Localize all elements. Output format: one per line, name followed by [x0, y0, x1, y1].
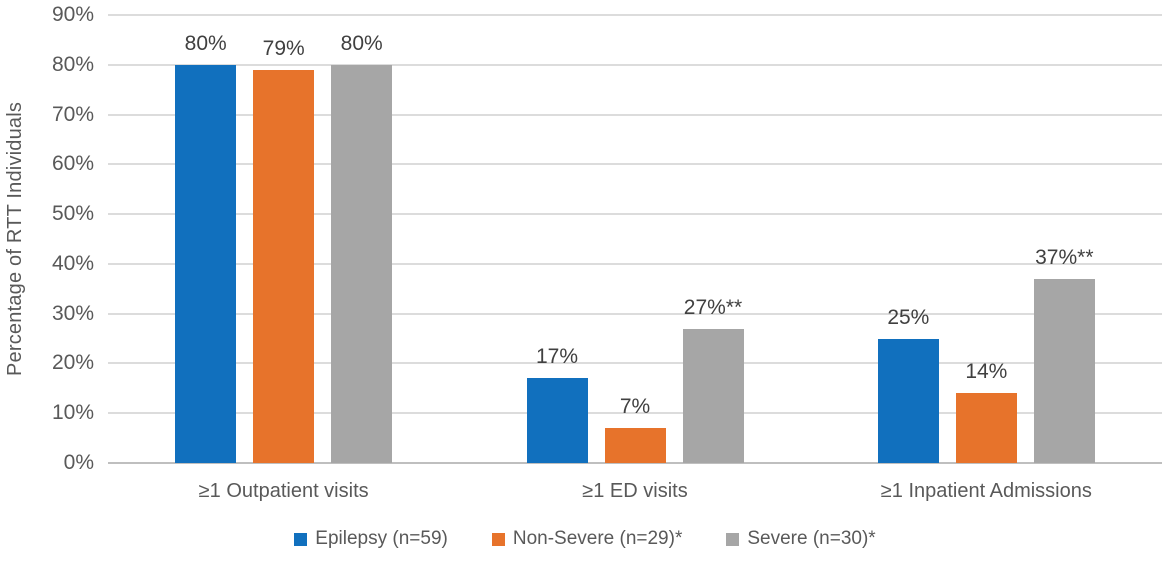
- bar-value-label: 27%**: [683, 295, 743, 319]
- gridline: [108, 113, 1162, 116]
- bar: [175, 64, 237, 463]
- y-tick-label: 60%: [51, 152, 94, 176]
- bar: [877, 338, 939, 463]
- legend-swatch: [294, 532, 308, 546]
- legend-label: Epilepsy (n=59): [315, 528, 448, 549]
- y-tick-label: 70%: [51, 102, 94, 126]
- legend-item: Non-Severe (n=29)*: [491, 528, 683, 550]
- legend-label: Severe (n=30)*: [747, 528, 876, 549]
- gridline: [108, 14, 1162, 16]
- bar-value-label: 25%: [887, 305, 930, 329]
- bar: [526, 378, 588, 463]
- legend: Epilepsy (n=59) Non-Severe (n=29)* Severe …: [0, 524, 1170, 554]
- x-axis-line: [108, 462, 1162, 464]
- gridline: [108, 63, 1162, 66]
- bar: [1033, 278, 1095, 463]
- y-tick-label: 0%: [63, 451, 94, 474]
- bar-value-label: 17%: [535, 345, 579, 369]
- bar: [682, 328, 744, 463]
- gridline: [108, 362, 1162, 365]
- y-tick-label: 40%: [51, 251, 94, 275]
- bar: [604, 428, 666, 463]
- category-label: ≥1 ED visits: [582, 480, 688, 502]
- legend-swatch: [726, 532, 740, 546]
- legend-label: Non-Severe (n=29)*: [512, 528, 683, 549]
- bar-value-label: 7%: [619, 395, 651, 419]
- y-axis-title: Percentage of RTT Individuals: [4, 101, 26, 377]
- bar-value-label: 80%: [340, 31, 383, 55]
- gridline: [108, 412, 1162, 415]
- legend-item: Epilepsy (n=59): [294, 528, 448, 550]
- legend-swatch: [491, 532, 505, 546]
- bar-value-label: 79%: [262, 36, 305, 60]
- bar: [955, 393, 1017, 463]
- y-tick-label: 30%: [51, 301, 94, 325]
- gridline: [108, 213, 1162, 216]
- y-tick-label: 20%: [51, 351, 94, 375]
- gridline: [108, 163, 1162, 166]
- legend-item: Severe (n=30)*: [726, 528, 876, 550]
- category-label: ≥1 Outpatient visits: [198, 480, 369, 502]
- plot-area: 0% 10% 20% 30% 40% 50% 60% 70% 80% 90% 80% 79% 80% ≥1…: [52, 3, 1162, 502]
- bar-value-label: 14%: [965, 360, 1008, 384]
- y-tick-label: 10%: [51, 401, 94, 425]
- y-tick-label: 90%: [51, 3, 94, 26]
- category-label: ≥1 Inpatient Admissions: [880, 480, 1092, 502]
- gridline: [108, 312, 1162, 315]
- bar-value-label: 37%**: [1035, 245, 1094, 269]
- bar: [253, 69, 315, 463]
- bar: [331, 64, 393, 463]
- y-tick-label: 50%: [51, 202, 94, 226]
- bar-value-label: 80%: [184, 31, 227, 55]
- y-tick-label: 80%: [51, 52, 94, 76]
- gridline: [108, 262, 1162, 265]
